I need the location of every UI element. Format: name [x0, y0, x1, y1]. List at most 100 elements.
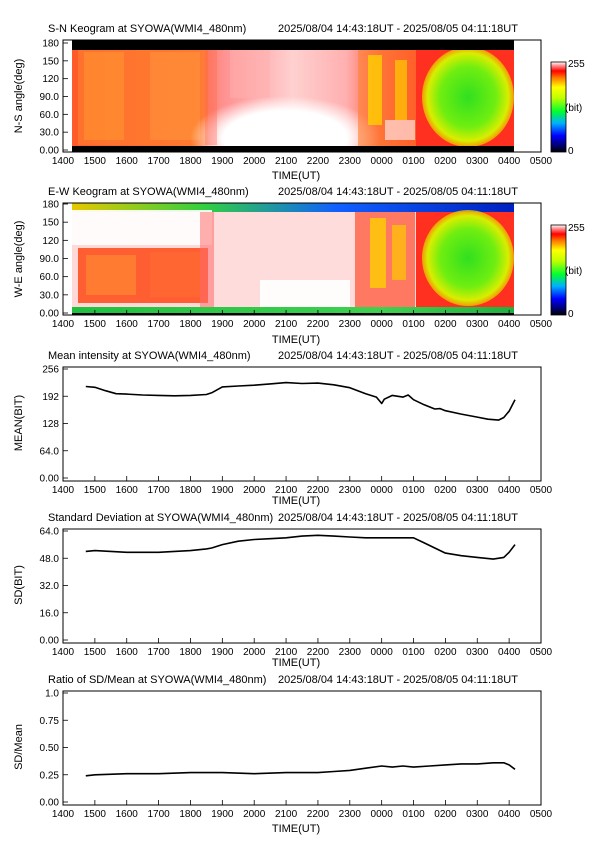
sn-x-tick-label: 0500	[530, 156, 553, 167]
sn-keogram-xlabel: TIME(UT)	[272, 170, 320, 182]
ew-x-tick-label: 1400	[52, 319, 75, 330]
ew-y-tick-label: 150	[42, 218, 59, 229]
ew-keogram-colorbar: 255 (bit) 0	[550, 223, 585, 320]
ew-x-tick-label: 2300	[339, 319, 362, 330]
mean-x-tick-label: 2200	[307, 485, 330, 496]
mean-x-tick-label: 0500	[530, 485, 553, 496]
mean-time-range: 2025/08/04 14:43:18UT - 2025/08/05 04:11…	[278, 350, 518, 362]
mean-y-tick-label: 128	[42, 419, 59, 430]
mean-x-tick-label: 1500	[84, 485, 107, 496]
sn-x-tick-label: 2200	[307, 156, 330, 167]
ratio-y-tick-label: 0.25	[40, 770, 60, 781]
sd-x-tick-label: 0200	[434, 647, 457, 658]
sd-x-tick-label: 0000	[371, 647, 394, 658]
ew-keogram-frame	[62, 202, 542, 316]
ew-x-tick-label: 2000	[243, 319, 266, 330]
ew-x-tick-label: 0200	[434, 319, 457, 330]
mean-x-tick-label: 0100	[402, 485, 425, 496]
mean-x-tick-label: 1900	[211, 485, 234, 496]
ew-x-tick-label: 0100	[402, 319, 425, 330]
ratio-plot-frame	[62, 690, 542, 806]
sn-colorbar-min-label: 0	[568, 146, 574, 157]
ew-y-tick-label: 120	[42, 236, 59, 247]
ew-y-tick-label: 0.00	[40, 309, 60, 320]
sn-y-tick-label: 120	[42, 74, 59, 85]
sn-x-tick-label: 2300	[339, 156, 362, 167]
sd-x-tick-label: 0300	[466, 647, 489, 658]
ew-x-tick-label: 0300	[466, 319, 489, 330]
ratio-y-tick-label: 0.00	[40, 798, 60, 809]
sd-y-tick-label: 32.0	[40, 581, 60, 592]
mean-x-tick-label: 0200	[434, 485, 457, 496]
sd-time-range: 2025/08/04 14:43:18UT - 2025/08/05 04:11…	[278, 512, 518, 524]
mean-x-tick-label: 1800	[179, 485, 202, 496]
sn-keogram-panel: S-N Keogram at SYOWA(WMI4_480nm) 2025/08…	[13, 23, 585, 182]
sd-x-tick-label: 0500	[530, 647, 553, 658]
sd-y-tick-label: 64.0	[40, 527, 60, 538]
ew-keogram-panel: E-W Keogram at SYOWA(WMI4_480nm) 2025/08…	[13, 186, 585, 346]
ew-y-tick-label: 30.0	[40, 290, 60, 301]
sn-keogram-frame	[62, 39, 542, 153]
ew-x-tick-label: 2200	[307, 319, 330, 330]
sn-x-tick-label: 1900	[211, 156, 234, 167]
ratio-x-tick-label: 1800	[179, 809, 202, 820]
ew-x-tick-label: 2100	[275, 319, 298, 330]
mean-xlabel: TIME(UT)	[272, 495, 320, 507]
mean-x-tick-label: 2000	[243, 485, 266, 496]
sn-y-tick-label: 180	[42, 39, 59, 50]
sn-keogram-time-range: 2025/08/04 14:43:18UT - 2025/08/05 04:11…	[278, 23, 518, 35]
mean-x-tick-label: 1700	[147, 485, 170, 496]
sn-x-tick-label: 2000	[243, 156, 266, 167]
mean-x-tick-label: 0400	[498, 485, 521, 496]
sd-x-tick-label: 2000	[243, 647, 266, 658]
sn-y-tick-label: 30.0	[40, 128, 60, 139]
sd-x-tick-label: 2200	[307, 647, 330, 658]
ratio-x-tick-label: 2100	[275, 809, 298, 820]
sd-x-tick-label: 1700	[147, 647, 170, 658]
sn-x-tick-label: 2100	[275, 156, 298, 167]
mean-x-tick-label: 0300	[466, 485, 489, 496]
mean-series-line	[85, 381, 516, 421]
ratio-title: Ratio of SD/Mean at SYOWA(WMI4_480nm)	[48, 674, 266, 686]
sn-x-tick-label: 1600	[116, 156, 139, 167]
ratio-x-tick-label: 0000	[371, 809, 394, 820]
sn-keogram-image	[72, 40, 514, 152]
mean-y-tick-label: 192	[42, 392, 59, 403]
ratio-time-range: 2025/08/04 14:43:18UT - 2025/08/05 04:11…	[278, 674, 518, 686]
mean-y-tick-label: 256	[42, 365, 59, 376]
sd-x-tick-label: 1800	[179, 647, 202, 658]
mean-y-tick-label: 64.0	[40, 446, 60, 457]
ratio-x-tick-label: 0300	[466, 809, 489, 820]
sn-keogram-colorbar: 255 (bit) 0	[550, 59, 585, 157]
sd-x-tick-label: 2300	[339, 647, 362, 658]
ew-keogram-y-axis: 0.00 30.0 60.0 90.0 120 150 180	[40, 200, 68, 320]
ew-x-tick-label: 1500	[84, 319, 107, 330]
ratio-x-tick-label: 0200	[434, 809, 457, 820]
ew-keogram-x-axis: 1400 1500 1600 1700 1800 1900 2000 2100 2200 2300…	[52, 310, 553, 330]
mean-x-tick-label: 1600	[116, 485, 139, 496]
sd-x-tick-label: 1500	[84, 647, 107, 658]
ew-x-tick-label: 1600	[116, 319, 139, 330]
sn-x-tick-label: 1400	[52, 156, 75, 167]
sn-y-tick-label: 60.0	[40, 110, 60, 121]
sd-x-tick-label: 1600	[116, 647, 139, 658]
sd-xlabel: TIME(UT)	[272, 657, 320, 669]
sn-colorbar-max-label: 255	[568, 59, 585, 70]
mean-x-tick-label: 0000	[371, 485, 394, 496]
ew-colorbar-min-label: 0	[568, 309, 574, 320]
ew-x-tick-label: 0000	[371, 319, 394, 330]
sn-y-tick-label: 0.00	[40, 146, 60, 157]
sn-x-tick-label: 0300	[466, 156, 489, 167]
std-dev-panel: Standard Deviation at SYOWA(WMI4_480nm) …	[13, 512, 553, 669]
ratio-x-tick-label: 2200	[307, 809, 330, 820]
sn-x-tick-label: 0100	[402, 156, 425, 167]
ratio-x-tick-label: 1900	[211, 809, 234, 820]
ratio-x-tick-label: 2000	[243, 809, 266, 820]
ratio-ylabel: SD/Mean	[13, 724, 25, 770]
sd-series-line	[85, 534, 516, 560]
sd-ylabel: SD(BIT)	[13, 565, 25, 605]
sn-x-tick-label: 0000	[371, 156, 394, 167]
ew-x-tick-label: 1800	[179, 319, 202, 330]
sn-keogram-ylabel: N-S angle(deg)	[13, 59, 25, 134]
sn-x-tick-label: 0200	[434, 156, 457, 167]
